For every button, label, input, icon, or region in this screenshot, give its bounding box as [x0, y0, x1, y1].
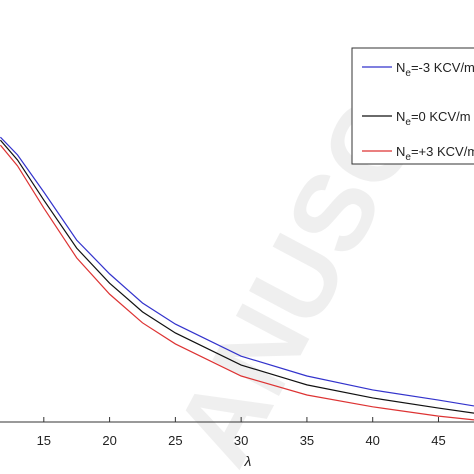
x-tick-label: 20 — [102, 433, 116, 448]
x-tick-label: 30 — [234, 433, 248, 448]
x-tick-label: 40 — [365, 433, 379, 448]
legend-label-rest: =+3 KCV/m — [411, 144, 474, 159]
x-tick-label: 45 — [431, 433, 445, 448]
legend-label-sub: e — [405, 68, 411, 79]
legend-label: Ne=-3 KCV/m — [396, 60, 474, 79]
x-tick-label: 25 — [168, 433, 182, 448]
series-line — [0, 139, 474, 414]
legend-label-sub: e — [405, 117, 411, 128]
x-tick-label: 15 — [37, 433, 51, 448]
legend-box — [351, 47, 474, 165]
legend-label-rest: =0 KCV/m — [411, 109, 471, 124]
series-line — [0, 136, 474, 407]
legend-label-main: N — [396, 109, 405, 124]
x-axis-label: λ — [244, 453, 252, 469]
x-tick-label: 35 — [300, 433, 314, 448]
legend-label-sub: e — [405, 152, 411, 163]
series-line — [0, 144, 474, 421]
legend-label-main: N — [396, 60, 405, 75]
legend-label: Ne=+3 KCV/m — [396, 144, 474, 163]
legend-label: Ne=0 KCV/m — [396, 109, 471, 128]
legend-label-rest: =-3 KCV/m — [411, 60, 474, 75]
legend-label-main: N — [396, 144, 405, 159]
